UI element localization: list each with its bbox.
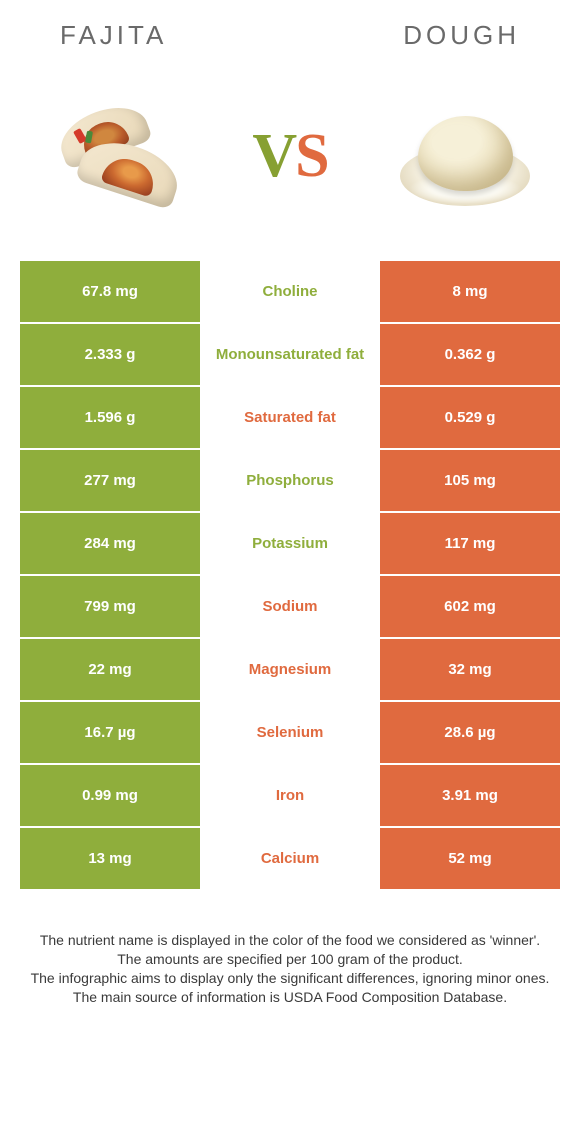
left-value: 1.596 g (20, 387, 200, 448)
footnote-line: The nutrient name is displayed in the co… (30, 931, 550, 950)
footnotes: The nutrient name is displayed in the co… (0, 891, 580, 1027)
right-value: 602 mg (380, 576, 560, 637)
nutrient-name: Choline (200, 261, 380, 322)
left-value: 16.7 µg (20, 702, 200, 763)
left-value: 13 mg (20, 828, 200, 889)
header: FAJITA DOUGH (0, 0, 580, 81)
nutrient-name: Iron (200, 765, 380, 826)
nutrient-name: Monounsaturated fat (200, 324, 380, 385)
left-value: 799 mg (20, 576, 200, 637)
vs-s: S (295, 122, 327, 190)
table-row: 16.7 µgSelenium28.6 µg (20, 702, 560, 765)
right-value: 32 mg (380, 639, 560, 700)
left-value: 2.333 g (20, 324, 200, 385)
left-value: 284 mg (20, 513, 200, 574)
left-food-title: FAJITA (60, 20, 167, 51)
footnote-line: The infographic aims to display only the… (30, 969, 550, 988)
left-value: 22 mg (20, 639, 200, 700)
left-value: 0.99 mg (20, 765, 200, 826)
table-row: 0.99 mgIron3.91 mg (20, 765, 560, 828)
table-row: 2.333 gMonounsaturated fat0.362 g (20, 324, 560, 387)
vs-label: VS (252, 121, 327, 192)
right-value: 105 mg (380, 450, 560, 511)
images-row: VS (0, 81, 580, 261)
right-food-title: DOUGH (403, 20, 520, 51)
nutrient-name: Saturated fat (200, 387, 380, 448)
dough-image (390, 91, 540, 221)
table-row: 22 mgMagnesium32 mg (20, 639, 560, 702)
fajita-image (40, 91, 190, 221)
footnote-line: The main source of information is USDA F… (30, 988, 550, 1007)
right-value: 117 mg (380, 513, 560, 574)
table-row: 799 mgSodium602 mg (20, 576, 560, 639)
right-value: 0.529 g (380, 387, 560, 448)
right-value: 8 mg (380, 261, 560, 322)
nutrient-name: Calcium (200, 828, 380, 889)
table-row: 277 mgPhosphorus105 mg (20, 450, 560, 513)
nutrient-name: Magnesium (200, 639, 380, 700)
nutrient-name: Sodium (200, 576, 380, 637)
nutrient-name: Potassium (200, 513, 380, 574)
right-value: 0.362 g (380, 324, 560, 385)
table-row: 1.596 gSaturated fat0.529 g (20, 387, 560, 450)
right-value: 3.91 mg (380, 765, 560, 826)
vs-v: V (252, 122, 295, 190)
left-value: 67.8 mg (20, 261, 200, 322)
right-value: 52 mg (380, 828, 560, 889)
left-value: 277 mg (20, 450, 200, 511)
nutrient-name: Phosphorus (200, 450, 380, 511)
nutrient-name: Selenium (200, 702, 380, 763)
table-row: 13 mgCalcium52 mg (20, 828, 560, 891)
table-row: 67.8 mgCholine8 mg (20, 261, 560, 324)
table-row: 284 mgPotassium117 mg (20, 513, 560, 576)
footnote-line: The amounts are specified per 100 gram o… (30, 950, 550, 969)
comparison-table: 67.8 mgCholine8 mg2.333 gMonounsaturated… (20, 261, 560, 891)
right-value: 28.6 µg (380, 702, 560, 763)
